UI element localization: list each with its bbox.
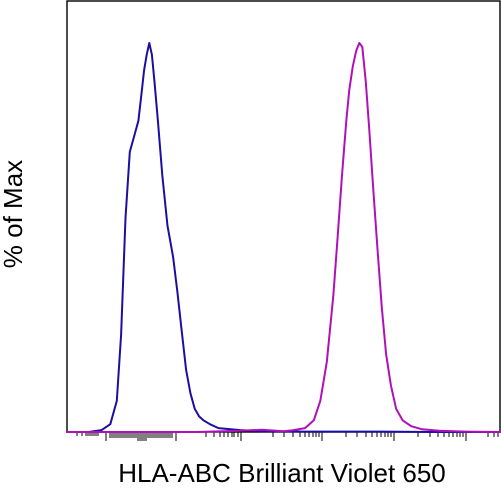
histogram-series-1 — [66, 42, 501, 433]
series-layer — [66, 42, 501, 433]
histogram-series-2 — [66, 42, 501, 433]
x-axis-ticks — [76, 432, 499, 441]
y-axis-label: % of Max — [0, 160, 28, 268]
plot-frame — [66, 0, 501, 433]
plot-border — [66, 0, 501, 433]
x-axis-label: HLA-ABC Brilliant Violet 650 — [118, 458, 446, 488]
